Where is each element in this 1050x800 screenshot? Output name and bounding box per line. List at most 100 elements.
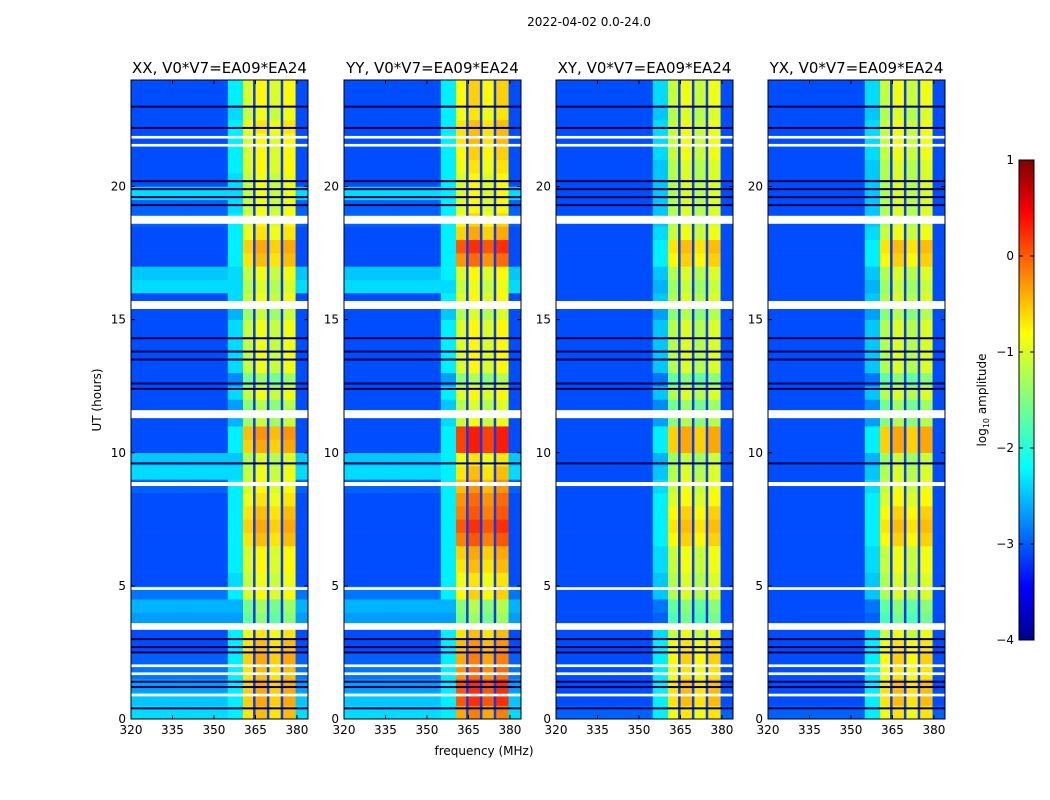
heatmap-cell — [456, 705, 468, 720]
heatmap-cell — [556, 519, 612, 533]
heatmap-cell — [295, 572, 309, 587]
heatmap-cell — [880, 93, 892, 107]
heatmap-cell — [295, 399, 309, 414]
heatmap-cell — [399, 80, 442, 94]
heatmap-cell — [227, 479, 244, 493]
heatmap-cell — [556, 146, 612, 161]
heatmap-cell — [556, 306, 612, 320]
heatmap-cell — [880, 173, 892, 187]
heatmap-cell — [186, 466, 229, 480]
heatmap-cell — [692, 572, 708, 587]
colorbar-tick-label: −1 — [996, 345, 1014, 359]
heatmap-cell — [267, 226, 283, 241]
heatmap-cell — [480, 532, 496, 547]
heatmap-cell — [399, 239, 442, 254]
heatmap-cell — [494, 399, 509, 414]
heatmap-cell — [494, 119, 509, 134]
heatmap-cell — [399, 93, 442, 107]
heatmap-cell — [399, 106, 442, 121]
heatmap-cell — [480, 639, 496, 653]
heatmap-cell — [494, 652, 509, 667]
heatmap-cell — [480, 559, 496, 573]
dropout-line — [131, 686, 308, 689]
y-tick-label: 10 — [111, 446, 126, 460]
panel-title: XX, V0*V7=EA09*EA24 — [132, 59, 307, 77]
flagged-interval — [131, 587, 308, 590]
heatmap-cell — [611, 439, 654, 454]
heatmap-cell — [243, 652, 255, 667]
heatmap-cell — [679, 266, 694, 280]
heatmap-cell — [823, 266, 866, 280]
dropout-line — [768, 686, 945, 689]
heatmap-cell — [267, 559, 283, 573]
heatmap-cell — [611, 492, 654, 507]
heatmap-cell — [281, 479, 296, 493]
heatmap-cell — [706, 199, 721, 214]
heatmap-cell — [494, 559, 509, 573]
heatmap-cell — [254, 159, 269, 174]
heatmap-cell — [880, 652, 892, 667]
heatmap-cell — [880, 439, 892, 454]
heatmap-cell — [679, 119, 694, 134]
heatmap-cell — [932, 319, 946, 334]
heatmap-cell — [494, 532, 509, 547]
heatmap-cell — [904, 226, 920, 241]
dropout-line — [131, 358, 308, 361]
heatmap-cell — [344, 612, 400, 627]
heatmap-cell — [254, 479, 269, 493]
heatmap-cell — [706, 173, 721, 187]
heatmap-cell — [823, 492, 866, 507]
heatmap-cell — [823, 332, 866, 347]
heatmap-cell — [344, 559, 400, 573]
heatmap-cell — [440, 532, 457, 547]
x-tick-label: 335 — [798, 723, 821, 737]
heatmap-cell — [344, 492, 400, 507]
heatmap-cell — [668, 519, 680, 533]
heatmap-cell — [267, 479, 283, 493]
heatmap-cell — [508, 173, 522, 187]
heatmap-cell — [918, 199, 933, 214]
heatmap-cell — [652, 173, 669, 187]
heatmap-cell — [706, 559, 721, 573]
heatmap-cell — [679, 599, 694, 613]
heatmap-cell — [918, 332, 933, 347]
heatmap-cell — [267, 106, 283, 121]
heatmap-cell — [932, 253, 946, 267]
heatmap-cell — [227, 239, 244, 254]
heatmap-cell — [494, 612, 509, 627]
heatmap-cell — [227, 80, 244, 94]
heatmap-cell — [440, 492, 457, 507]
heatmap-cell — [344, 159, 400, 174]
heatmap-cell — [131, 306, 187, 320]
heatmap-cell — [456, 599, 468, 613]
heatmap-cell — [720, 106, 734, 121]
heatmap-cell — [891, 532, 906, 547]
heatmap-cell — [243, 452, 255, 467]
heatmap-cell — [720, 239, 734, 254]
heatmap-cell — [467, 466, 482, 480]
heatmap-cell — [611, 253, 654, 267]
heatmap-cell — [720, 426, 734, 440]
heatmap-cell — [344, 359, 400, 374]
heatmap-cell — [891, 80, 906, 94]
heatmap-cell — [227, 146, 244, 161]
heatmap-cell — [904, 319, 920, 334]
heatmap-cell — [891, 612, 906, 627]
heatmap-cell — [480, 80, 496, 94]
heatmap-cell — [254, 319, 269, 334]
heatmap-cell — [904, 519, 920, 533]
heatmap-cell — [864, 146, 881, 161]
heatmap-cell — [880, 133, 892, 147]
heatmap-cell — [281, 239, 296, 254]
heatmap-cell — [243, 559, 255, 573]
heatmap-cell — [611, 306, 654, 320]
heatmap-cell — [456, 639, 468, 653]
heatmap-cell — [399, 306, 442, 320]
heatmap-cell — [823, 439, 866, 454]
heatmap-cell — [467, 492, 482, 507]
heatmap-cell — [254, 399, 269, 414]
heatmap-cell — [932, 80, 946, 94]
heatmap-cell — [652, 439, 669, 454]
heatmap-cell — [823, 93, 866, 107]
heatmap-cell — [440, 266, 457, 280]
